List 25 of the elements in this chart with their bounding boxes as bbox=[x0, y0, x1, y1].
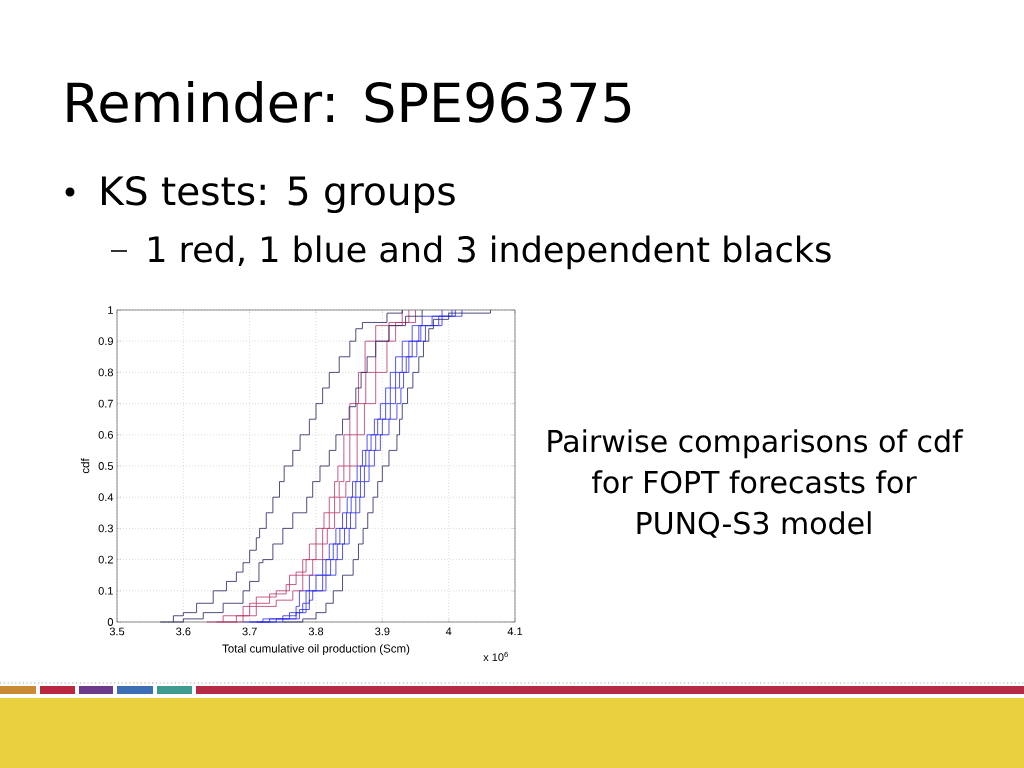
y-tick-label: 0.8 bbox=[98, 368, 113, 377]
x-tick-label: 3.9 bbox=[375, 627, 390, 636]
y-tick-label: 0.2 bbox=[98, 555, 113, 564]
y-axis-title: cdf bbox=[80, 458, 90, 474]
x-tick-label: 3.5 bbox=[109, 627, 125, 636]
x-tick-label: 3.7 bbox=[242, 627, 257, 636]
y-tick-label: 0.7 bbox=[98, 399, 113, 408]
text: Pairwise comparisons of cdf for FOPT forecasts for PUNQ-S3 model bbox=[548, 429, 964, 538]
y-tick-label: 0.5 bbox=[98, 462, 113, 470]
text: KS tests: 5 groups bbox=[102, 176, 455, 214]
x-tick-label: 4 bbox=[445, 627, 452, 636]
x-axis-title: Total cumulative oil production (Scm) bbox=[222, 644, 410, 655]
y-tick-label: 0.6 bbox=[98, 430, 113, 439]
x-tick-label: 3.6 bbox=[176, 627, 191, 636]
text: 1 red, 1 blue and 3 independent blacks bbox=[149, 235, 831, 270]
y-tick-label: 1 bbox=[108, 306, 113, 314]
y-tick-label: 0 bbox=[107, 618, 114, 626]
y-tick-label: 0.1 bbox=[98, 586, 113, 595]
y-tick-label: 0.9 bbox=[98, 337, 113, 346]
x-tick-label: 4.1 bbox=[507, 627, 523, 636]
y-tick-label: 0.4 bbox=[98, 493, 114, 502]
chart-title: Reminder: SPE96375 bbox=[67, 80, 631, 123]
text: x 10$^{6}$ bbox=[483, 651, 508, 662]
y-tick-label: 0.3 bbox=[98, 524, 113, 533]
x-tick-label: 3.8 bbox=[308, 627, 324, 636]
